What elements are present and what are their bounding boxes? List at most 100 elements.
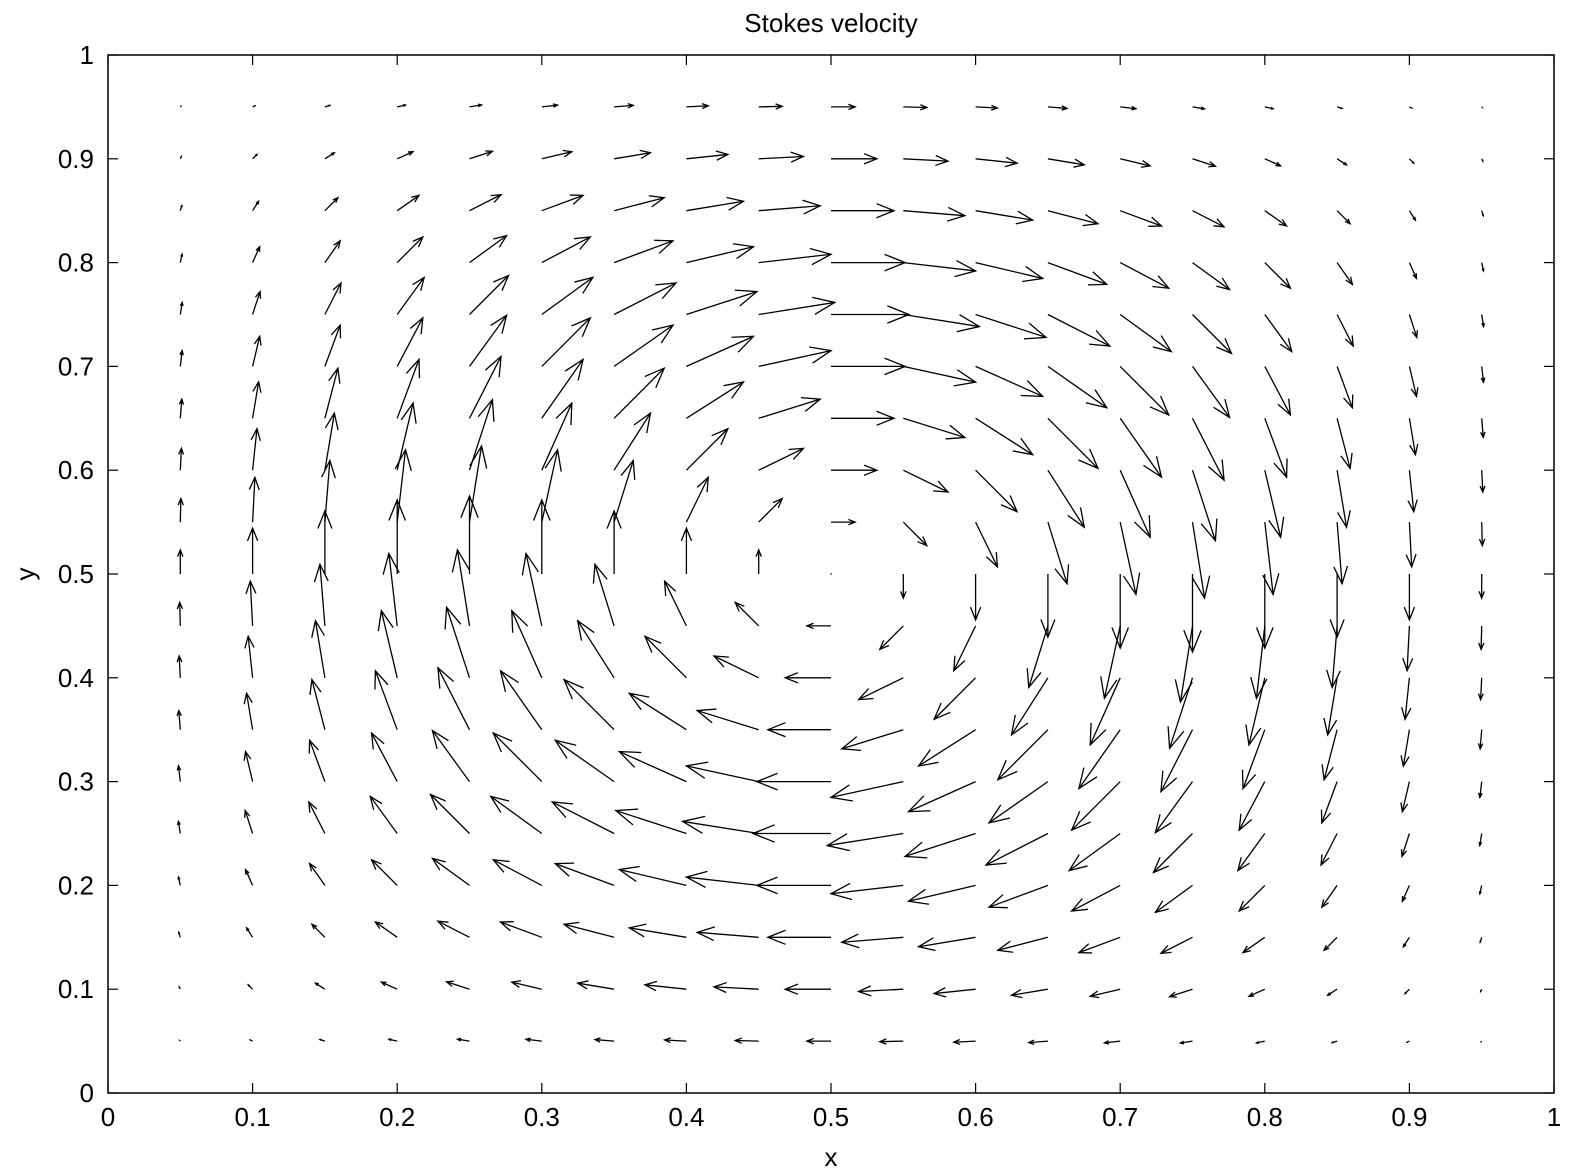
x-tick-label: 0.3 <box>524 1102 560 1132</box>
velocity-arrow <box>511 609 543 679</box>
velocity-arrow <box>437 666 471 730</box>
velocity-arrow <box>1178 1040 1193 1045</box>
velocity-arrow <box>755 876 831 895</box>
velocity-arrow <box>1329 574 1345 639</box>
velocity-arrow <box>856 985 904 997</box>
velocity-arrow <box>1153 884 1193 914</box>
velocity-arrow <box>562 678 615 731</box>
tick-labels: 0 0.1 0.2 0.3 0.4 0.5 0.6 0.7 0.8 0.9 1 0 0.1 0.2 0.3 0… <box>58 40 1561 1132</box>
velocity-arrow <box>176 654 183 678</box>
velocity-arrow <box>1077 729 1121 791</box>
velocity-arrow <box>996 936 1049 953</box>
velocity-arrow <box>758 396 822 419</box>
velocity-arrow <box>469 234 509 264</box>
velocity-arrow <box>953 625 977 673</box>
velocity-arrow <box>755 772 831 791</box>
velocity-arrow <box>541 316 592 367</box>
velocity-arrow <box>324 196 340 212</box>
velocity-arrow <box>1040 574 1056 639</box>
velocity-arrow <box>878 625 904 651</box>
velocity-arrow <box>179 204 183 211</box>
velocity-arrow <box>1478 833 1483 848</box>
velocity-arrow <box>251 380 262 419</box>
velocity-arrow <box>733 601 760 627</box>
velocity-arrow <box>1264 470 1285 540</box>
velocity-arrow <box>1264 314 1293 354</box>
velocity-arrow <box>541 194 585 212</box>
velocity-arrow <box>975 210 1035 225</box>
velocity-arrow <box>468 444 488 523</box>
velocity-arrow <box>250 426 261 471</box>
velocity-arrow <box>1070 884 1121 912</box>
velocity-arrow <box>975 261 1045 283</box>
velocity-arrow <box>178 1039 181 1042</box>
velocity-arrow <box>1160 729 1194 794</box>
velocity-arrow <box>903 832 976 859</box>
velocity-arrow <box>903 469 950 493</box>
velocity-arrow <box>975 365 1045 398</box>
velocity-arrow <box>248 475 260 523</box>
velocity-arrow <box>1183 574 1202 654</box>
x-tick-label: 1 <box>1547 1102 1561 1132</box>
velocity-arrow <box>1409 106 1414 109</box>
velocity-arrow <box>680 526 693 574</box>
velocity-arrow <box>388 498 407 574</box>
velocity-arrow <box>831 203 896 219</box>
velocity-arrow <box>1238 781 1266 832</box>
velocity-arrow <box>1247 988 1266 997</box>
velocity-arrow <box>680 815 759 835</box>
velocity-arrow <box>1402 936 1410 949</box>
velocity-arrow <box>831 410 896 426</box>
velocity-arrow <box>396 357 421 419</box>
velocity-arrow <box>1478 574 1485 600</box>
velocity-arrow <box>903 365 978 387</box>
x-tick-label: 0.6 <box>958 1102 994 1132</box>
velocity-arrow <box>469 274 510 315</box>
velocity-arrow <box>324 281 342 315</box>
velocity-arrow <box>1336 210 1352 225</box>
velocity-arrow <box>177 548 184 574</box>
velocity-arrow <box>758 346 833 368</box>
velocity-arrow <box>176 764 182 782</box>
velocity-arrow <box>684 870 759 889</box>
velocity-arrow <box>1047 210 1100 227</box>
velocity-arrow <box>613 239 675 264</box>
velocity-arrow <box>830 573 832 575</box>
velocity-arrow <box>758 103 784 110</box>
velocity-arrow <box>1478 885 1483 896</box>
velocity-arrow <box>1407 470 1418 514</box>
velocity-arrow <box>906 781 976 813</box>
velocity-arrow <box>246 526 259 574</box>
velocity-arrow <box>248 1039 253 1042</box>
velocity-arrow <box>1479 988 1483 994</box>
velocity-arrow <box>1047 105 1069 111</box>
velocity-arrow <box>1477 677 1484 702</box>
velocity-arrow <box>374 669 398 730</box>
velocity-arrow <box>1264 210 1289 227</box>
velocity-arrow <box>831 357 907 376</box>
velocity-arrow <box>468 397 495 471</box>
velocity-arrow <box>179 300 184 315</box>
velocity-arrow <box>614 103 635 109</box>
velocity-arrow <box>758 199 823 215</box>
velocity-arrow <box>1192 262 1232 291</box>
velocity-arrow <box>916 936 976 952</box>
velocity-arrow <box>244 808 254 834</box>
velocity-arrow <box>370 731 398 782</box>
velocity-arrow <box>244 634 255 678</box>
velocity-arrow <box>396 194 421 212</box>
axis-ticks <box>107 54 1555 1094</box>
velocity-arrow <box>900 574 907 600</box>
velocity-arrow <box>1322 936 1338 952</box>
velocity-arrow <box>1241 936 1266 954</box>
velocity-arrow <box>373 921 398 938</box>
velocity-arrow <box>1152 833 1193 874</box>
velocity-arrow <box>1320 833 1338 867</box>
velocity-arrow <box>1408 262 1418 281</box>
velocity-arrow <box>643 635 687 679</box>
velocity-arrow <box>1167 988 1193 998</box>
velocity-arrow <box>444 980 470 990</box>
velocity-arrow <box>758 447 806 471</box>
velocity-arrow <box>1481 210 1485 218</box>
velocity-arrow <box>1264 158 1283 167</box>
